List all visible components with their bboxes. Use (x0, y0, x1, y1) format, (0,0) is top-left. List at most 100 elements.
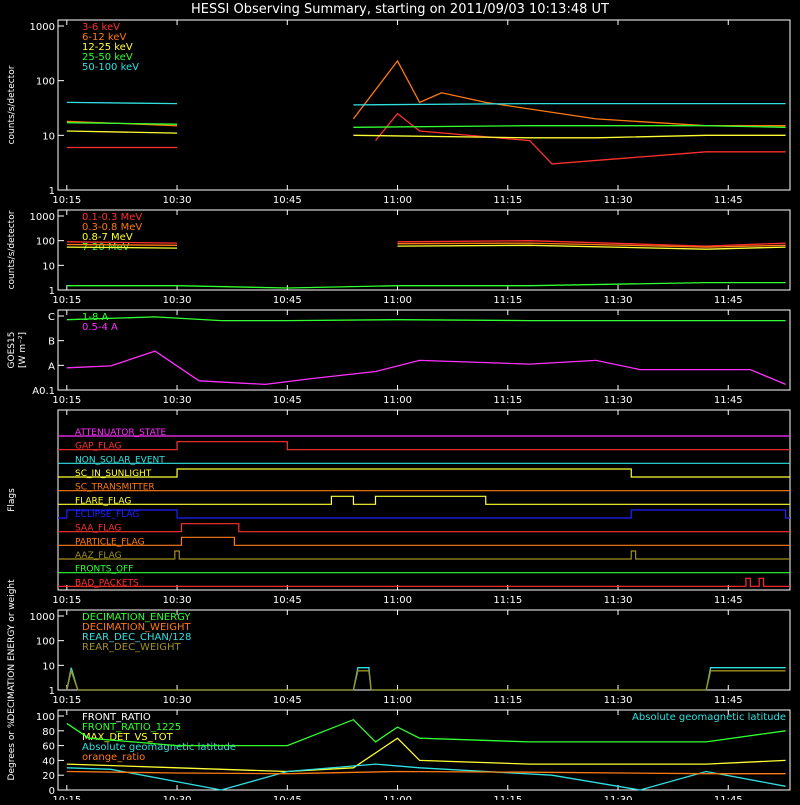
legend-entry: Absolute geomagnetic latitude (82, 742, 236, 753)
series-line (66, 240, 786, 247)
panel-frame (57, 19, 791, 191)
panel-frame (57, 309, 791, 391)
x-tick-label: 11:30 (604, 695, 633, 706)
y-axis-label: GOES15 (7, 332, 17, 369)
flag-label: SC_IN_SUNLIGHT (75, 469, 152, 479)
flag-label: FLARE_FLAG (75, 496, 131, 506)
x-tick-label: 11:15 (493, 395, 522, 406)
legend-entry: 12-25 keV (82, 42, 133, 53)
flag-line (58, 441, 790, 451)
y-tick-label: 100 (36, 77, 55, 88)
flag-line (58, 495, 790, 505)
y-axis-label: Flags (7, 488, 17, 512)
panel-1: 10:15 10:30 10:45 11:00 11:15 11:30 11:45 count… (7, 209, 791, 306)
y-tick-label: 40 (42, 756, 55, 767)
y-axis-label: counts/s/detector (7, 210, 17, 289)
y-tick-label: 80 (42, 727, 55, 738)
x-tick-label: 11:30 (604, 295, 633, 306)
panel-frame (57, 409, 791, 591)
x-tick-label: 11:00 (383, 795, 412, 800)
x-tick-label: 10:30 (163, 295, 192, 306)
panel-3: 10:15 10:30 10:45 11:00 11:15 11:30 11:45 Flags… (7, 409, 791, 606)
legend-entry: 50-100 keV (82, 62, 139, 73)
legend-entry: 0.8-7 MeV (82, 232, 133, 243)
series-line (66, 130, 786, 139)
legend-entry: FRONT_RATIO_1225 (82, 722, 181, 733)
y-tick-label: 0 (49, 786, 55, 797)
y-tick-label: 1000 (30, 22, 55, 33)
series-line (66, 350, 786, 386)
series-line (66, 281, 786, 289)
y-tick-label: 10 (42, 661, 55, 672)
flag-label: ECLIPSE_FLAG (75, 510, 139, 520)
y-tick-label: 1 (49, 686, 55, 697)
legend-entry: 25-50 keV (82, 52, 133, 63)
x-tick-label: 10:30 (163, 795, 192, 800)
x-tick-label: 11:45 (714, 195, 743, 206)
x-tick-label: 11:45 (714, 595, 743, 606)
y-tick-label: 1 (49, 186, 55, 197)
flag-line (58, 468, 790, 478)
y-tick-label: B (48, 337, 55, 348)
y-tick-label: 100 (36, 637, 55, 648)
x-tick-label: 11:15 (493, 795, 522, 800)
x-tick-label: 10:15 (52, 295, 81, 306)
figure-title: HESSI Observing Summary, starting on 201… (191, 2, 609, 17)
x-tick-label: 11:00 (383, 595, 412, 606)
y-axis-label: counts/s/detector (7, 65, 17, 144)
x-tick-label: 10:30 (163, 395, 192, 406)
flag-label: ATTENUATOR_STATE (75, 428, 167, 438)
series-line (66, 112, 786, 165)
y-axis-unit: [W m⁻²] (18, 332, 28, 368)
flag-label: AAZ_FLAG (75, 551, 122, 561)
series-line (66, 737, 786, 773)
x-tick-label: 10:45 (273, 595, 302, 606)
y-tick-label: 1000 (30, 212, 55, 223)
flag-label: SC_TRANSMITTER (75, 483, 155, 493)
legend-entry: FRONT_RATIO (82, 712, 151, 723)
x-tick-label: 10:15 (52, 795, 81, 800)
flag-line (58, 550, 790, 560)
x-tick-label: 11:15 (493, 695, 522, 706)
legend-entry: 1-8 A (82, 312, 109, 323)
x-tick-label: 11:30 (604, 595, 633, 606)
y-tick-label: 100 (36, 712, 55, 723)
series-line (66, 668, 786, 691)
series-line (66, 667, 786, 691)
panel-frame (57, 209, 791, 291)
x-tick-label: 10:45 (273, 295, 302, 306)
series-line (66, 763, 786, 791)
legend-entry: orange_ratio (82, 752, 145, 763)
x-tick-label: 11:45 (714, 395, 743, 406)
legend-entry: REAR_DEC_WEIGHT (82, 642, 181, 653)
legend-entry: 0.1-0.3 MeV (82, 212, 142, 223)
series-line (66, 718, 786, 747)
flag-line (58, 536, 790, 546)
x-tick-label: 11:15 (493, 195, 522, 206)
x-tick-label: 10:30 (163, 695, 192, 706)
x-tick-label: 10:30 (163, 595, 192, 606)
panel-2: 10:15 10:30 10:45 11:00 11:15 11:30 11:45 GOES1… (7, 309, 791, 406)
x-tick-label: 11:45 (714, 795, 743, 800)
series-line (66, 101, 786, 106)
flag-line (58, 577, 790, 587)
y-tick-label: 100 (36, 237, 55, 248)
panel-5: 10:15 10:30 10:45 11:00 11:15 11:30 11:45 Degre… (7, 709, 791, 805)
x-tick-label: 10:15 (52, 695, 81, 706)
x-tick-label: 11:15 (493, 595, 522, 606)
x-tick-label: 10:30 (163, 195, 192, 206)
x-tick-label: 10:15 (52, 195, 81, 206)
series-line (66, 242, 786, 248)
x-tick-label: 10:45 (273, 195, 302, 206)
legend-entry: 3-6 keV (82, 22, 120, 33)
flag-label: BAD_PACKETS (75, 578, 139, 588)
y-tick-label: 1000 (30, 612, 55, 623)
y-tick-label: 20 (42, 771, 55, 782)
y-axis-label: DECIMATION ENERGY or weight (7, 579, 17, 721)
x-tick-label: 11:15 (493, 295, 522, 306)
legend-entry: MAX_DET_VS_TOT (82, 732, 174, 743)
y-tick-label: 60 (42, 742, 55, 753)
y-tick-label: A (48, 361, 55, 372)
